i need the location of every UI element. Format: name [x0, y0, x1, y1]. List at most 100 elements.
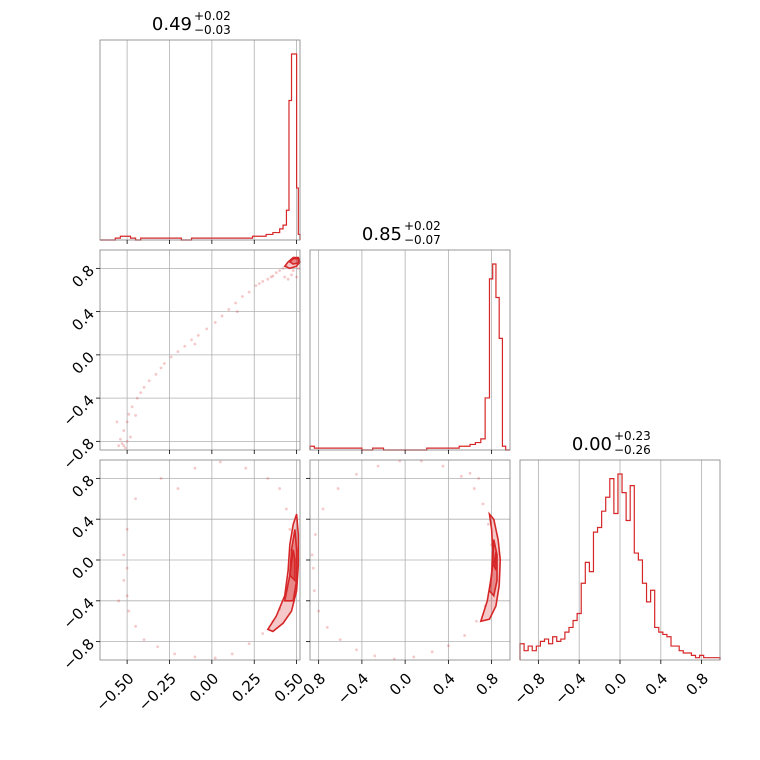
scatter-2-3-point-10 [446, 644, 450, 648]
scatter-1-3-point-9 [213, 656, 217, 660]
scatter-1-2-point-2 [120, 442, 124, 445]
hist-1-title-plus: +0.02 [194, 9, 231, 23]
scatter-2-3-point-24 [376, 464, 380, 468]
scatter-1-2-ytick-label-0: −0.8 [60, 435, 98, 473]
hist-3-title-plus: +0.23 [614, 429, 651, 443]
scatter-2-3-point-30 [477, 476, 481, 480]
scatter-1-2-point-9 [135, 396, 139, 400]
scatter-1-2-point-33 [278, 269, 282, 272]
scatter-1-2-point-41 [115, 420, 119, 424]
scatter-1-2-point-47 [283, 275, 287, 279]
scatter-1-3-point-3 [127, 609, 131, 613]
scatter-1-3-xtick-label-1: −0.25 [135, 669, 180, 714]
scatter-1-3-point-18 [288, 527, 292, 531]
scatter-1-2-point-39 [193, 342, 197, 346]
scatter-1-2-point-29 [261, 279, 265, 283]
hist-2-border [309, 249, 511, 451]
scatter-1-2-point-30 [266, 277, 270, 281]
scatter-1-2-point-22 [213, 321, 217, 324]
scatter-2-3-point-0 [311, 566, 315, 570]
scatter-2-3-point-31 [468, 471, 472, 475]
scatter-1-2-contour-1 [288, 257, 300, 265]
scatter-2-3-point-9 [430, 650, 434, 654]
scatter-1-3-contour-2 [288, 549, 296, 583]
scatter-1-2-point-1 [124, 446, 127, 450]
scatter-1-2-point-36 [269, 275, 273, 279]
hist-1-title-minus: −0.03 [194, 23, 231, 37]
scatter-1-2-point-38 [235, 310, 239, 314]
hist-1-step-line [100, 53, 301, 241]
hist-3-xtick-label-4: 0.8 [683, 669, 713, 699]
scatter-1-2-point-40 [134, 414, 137, 417]
scatter-1-3-point-7 [173, 652, 176, 656]
scatter-1-2-point-21 [205, 327, 209, 331]
scatter-1-2-ytick-label-1: −0.4 [60, 391, 98, 429]
scatter-2-3-point-19 [472, 487, 476, 490]
hist-2-title-value: 0.85 [362, 224, 402, 245]
scatter-1-3-point-5 [142, 638, 146, 641]
scatter-1-2-point-18 [183, 344, 187, 348]
hist-2-title-plus: +0.02 [404, 219, 441, 233]
scatter-1-2-point-46 [295, 275, 299, 279]
hist-2-title-minus: −0.07 [404, 233, 441, 247]
scatter-2-3-point-28 [314, 533, 317, 536]
scatter-1-2-point-12 [147, 379, 151, 383]
scatter-2-3-point-11 [463, 634, 466, 637]
scatter-2-3-point-27 [321, 507, 325, 511]
scatter-1-3-point-6 [156, 645, 160, 649]
scatter-1-2-border [99, 249, 301, 451]
scatter-1-2-point-23 [220, 314, 224, 318]
scatter-1-3-ytick-label-4: 0.8 [68, 472, 98, 502]
scatter-1-2-point-28 [254, 284, 258, 288]
scatter-1-2-background [100, 250, 300, 450]
scatter-2-3-point-29 [310, 553, 314, 557]
scatter-2-3-point-3 [325, 625, 329, 629]
hist-3-xtick-label-2: 0.0 [601, 669, 631, 699]
hist-3-xtick-label-1: −0.4 [551, 669, 589, 707]
hist-3-xtick-label-3: 0.4 [642, 669, 672, 699]
scatter-1-2-point-44 [286, 277, 290, 281]
scatter-1-2-point-15 [163, 362, 166, 365]
scatter-2-3-point-17 [486, 522, 490, 526]
scatter-2-3-point-20 [459, 474, 463, 478]
scatter-2-3-point-26 [336, 487, 340, 490]
scatter-1-2-point-11 [142, 385, 146, 389]
scatter-1-2-ytick-label-2: 0.0 [68, 348, 98, 378]
scatter-1-2-point-26 [240, 295, 244, 298]
hist-2-background [310, 250, 510, 450]
scatter-1-2-point-16 [169, 355, 173, 359]
scatter-1-2-point-48 [291, 269, 295, 272]
scatter-2-3-point-25 [355, 472, 358, 476]
scatter-1-3-ytick-label-1: −0.4 [60, 594, 98, 632]
scatter-1-2-point-13 [154, 372, 158, 376]
scatter-1-2-point-10 [139, 391, 143, 395]
scatter-1-3-point-27 [125, 527, 129, 531]
scatter-1-3-point-22 [244, 466, 248, 470]
scatter-1-3-point-19 [285, 507, 288, 511]
scatter-1-3-contour-0 [266, 513, 300, 633]
scatter-2-3-point-2 [317, 609, 321, 613]
hist-3-xtick-label-0: −0.8 [510, 669, 548, 707]
scatter-1-3-xtick-label-3: 0.25 [228, 669, 264, 705]
scatter-1-3-point-24 [193, 466, 197, 470]
scatter-1-3-point-21 [266, 476, 270, 480]
scatter-1-2-point-14 [159, 366, 163, 370]
scatter-1-2-point-42 [129, 435, 132, 439]
scatter-1-2-point-17 [176, 350, 180, 354]
scatter-2-3-point-5 [355, 648, 358, 652]
hist-2-step-line [309, 263, 510, 451]
hist-3-title-value: 0.00 [572, 434, 612, 455]
hist-3-title-minus: −0.26 [614, 443, 651, 457]
hist-3-step-line [519, 473, 721, 660]
scatter-1-3-point-10 [230, 652, 234, 656]
scatter-1-2-point-49 [296, 266, 300, 270]
scatter-1-3-point-20 [278, 487, 282, 490]
hist-1-title-value: 0.49 [152, 14, 192, 35]
scatter-1-2-point-5 [122, 429, 126, 432]
scatter-2-3-xtick-label-3: 0.4 [429, 669, 459, 699]
scatter-2-3-xtick-label-4: 0.8 [473, 669, 503, 699]
scatter-1-3-point-25 [159, 476, 163, 480]
scatter-2-3-point-8 [412, 655, 416, 659]
scatter-1-3-xtick-label-0: −0.50 [92, 669, 137, 714]
hist-1-border [99, 39, 301, 241]
